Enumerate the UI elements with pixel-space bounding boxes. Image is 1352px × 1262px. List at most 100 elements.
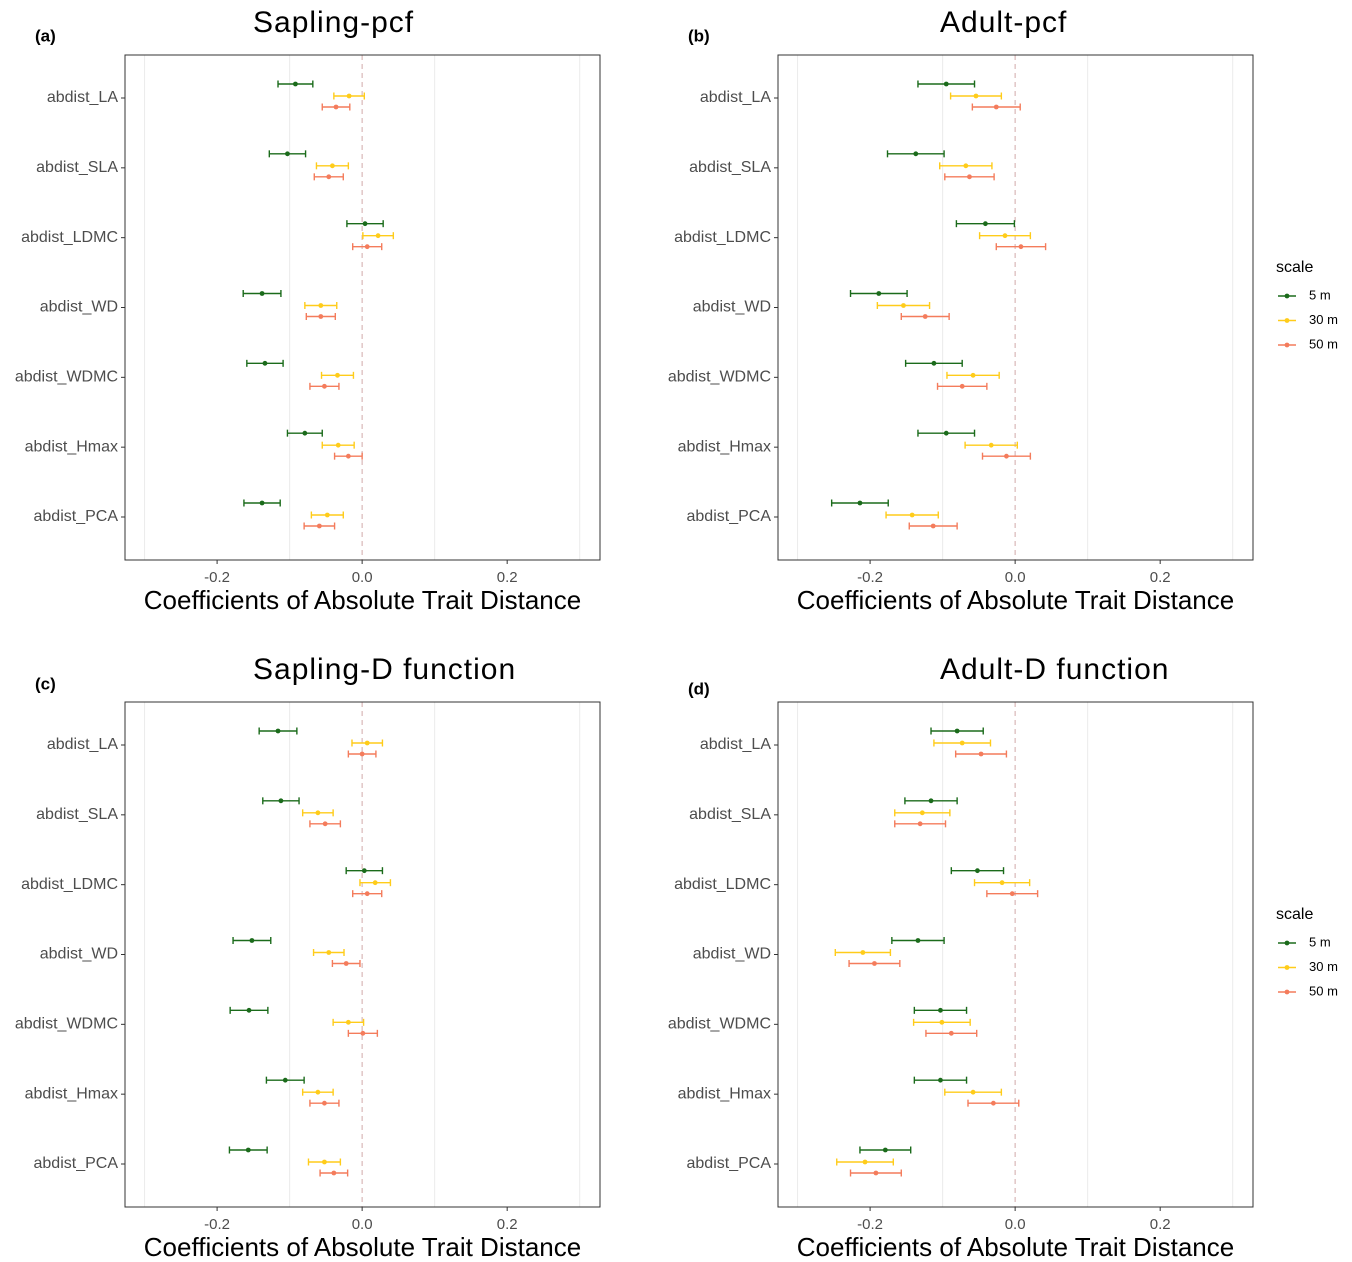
point xyxy=(246,1007,252,1013)
legend-point xyxy=(1284,965,1290,970)
x-tick-label: -0.2 xyxy=(857,1216,883,1233)
legend-point xyxy=(1284,989,1290,995)
point xyxy=(973,93,979,99)
point xyxy=(262,360,268,366)
point xyxy=(922,314,928,319)
y-tick-label: abdist_Hmax xyxy=(25,1085,118,1102)
point xyxy=(324,512,330,518)
point xyxy=(948,1030,954,1036)
x-tick-label: -0.2 xyxy=(204,1216,230,1233)
y-tick-label: abdist_LA xyxy=(700,736,771,753)
point xyxy=(345,453,351,459)
point xyxy=(360,1030,366,1036)
y-tick-label: abdist_WD xyxy=(40,946,118,963)
point xyxy=(1009,891,1015,897)
point xyxy=(293,81,298,87)
point xyxy=(322,1159,327,1165)
point xyxy=(364,740,370,746)
point xyxy=(917,821,923,827)
y-tick-label: abdist_LDMC xyxy=(674,229,771,246)
point xyxy=(346,93,352,99)
point xyxy=(322,821,328,827)
y-tick-label: abdist_SLA xyxy=(36,806,118,823)
point xyxy=(993,104,999,110)
x-axis-label: Coefficients of Absolute Trait Distance xyxy=(144,585,581,615)
point xyxy=(364,891,370,897)
point xyxy=(315,810,321,816)
point xyxy=(330,163,335,169)
y-tick-label: abdist_PCA xyxy=(687,1155,772,1172)
legend-point xyxy=(1284,940,1290,946)
point xyxy=(901,303,906,308)
point xyxy=(259,500,265,506)
legend-point xyxy=(1284,293,1290,299)
point xyxy=(372,880,378,886)
y-tick-label: abdist_WD xyxy=(693,299,771,316)
point xyxy=(302,430,308,436)
y-tick-label: abdist_PCA xyxy=(34,1155,119,1172)
legend-point xyxy=(1284,318,1290,323)
point xyxy=(249,938,255,943)
point xyxy=(315,1089,321,1095)
point xyxy=(873,1170,879,1176)
x-tick-label: -0.2 xyxy=(857,569,883,586)
y-tick-label: abdist_Hmax xyxy=(25,438,118,455)
point xyxy=(938,1007,943,1013)
y-tick-label: abdist_LDMC xyxy=(21,876,118,893)
y-tick-label: abdist_SLA xyxy=(689,806,771,823)
chart-title: Sapling-pcf xyxy=(253,6,414,39)
point xyxy=(930,523,936,529)
x-axis-label: Coefficients of Absolute Trait Distance xyxy=(144,1232,581,1262)
x-tick-label: 0.0 xyxy=(1005,1216,1026,1233)
x-tick-label: 0.2 xyxy=(1150,569,1171,586)
point xyxy=(939,1019,945,1025)
y-tick-label: abdist_WDMC xyxy=(15,1016,118,1033)
x-tick-label: 0.2 xyxy=(497,569,518,586)
y-tick-label: abdist_PCA xyxy=(34,508,119,525)
legend-label: 30 m xyxy=(1309,959,1338,974)
y-tick-label: abdist_SLA xyxy=(689,159,771,176)
point xyxy=(959,740,965,746)
point xyxy=(278,798,284,804)
x-tick-label: -0.2 xyxy=(204,569,230,586)
point xyxy=(1002,233,1008,239)
y-tick-label: abdist_LDMC xyxy=(21,229,118,246)
y-tick-label: abdist_LDMC xyxy=(674,876,771,893)
point xyxy=(882,1147,888,1153)
panel-tag: (d) xyxy=(688,679,710,698)
point xyxy=(285,151,290,157)
point xyxy=(333,104,339,110)
point xyxy=(275,728,281,734)
x-axis-label: Coefficients of Absolute Trait Distance xyxy=(797,1232,1234,1262)
point xyxy=(909,512,915,518)
point xyxy=(326,174,332,180)
point xyxy=(316,523,322,529)
panel-tag: (b) xyxy=(688,26,710,45)
point xyxy=(318,314,324,319)
point xyxy=(245,1147,251,1153)
y-tick-label: abdist_WDMC xyxy=(15,369,118,386)
x-axis-label: Coefficients of Absolute Trait Distance xyxy=(797,585,1234,615)
y-tick-label: abdist_WDMC xyxy=(668,369,771,386)
point xyxy=(322,1100,327,1106)
point xyxy=(322,383,327,389)
point xyxy=(928,798,934,804)
point xyxy=(872,961,877,966)
y-tick-label: abdist_WD xyxy=(693,946,771,963)
point xyxy=(857,500,863,506)
point xyxy=(978,751,984,757)
point xyxy=(931,360,937,366)
point xyxy=(876,291,882,296)
point xyxy=(1004,453,1009,459)
point xyxy=(860,950,866,955)
point xyxy=(915,938,921,943)
y-tick-label: abdist_Hmax xyxy=(678,1085,771,1102)
point xyxy=(919,810,925,816)
point xyxy=(375,233,381,239)
point xyxy=(963,163,969,169)
point xyxy=(975,868,980,874)
y-tick-label: abdist_LA xyxy=(700,89,771,106)
panel-tag: (a) xyxy=(35,26,56,45)
